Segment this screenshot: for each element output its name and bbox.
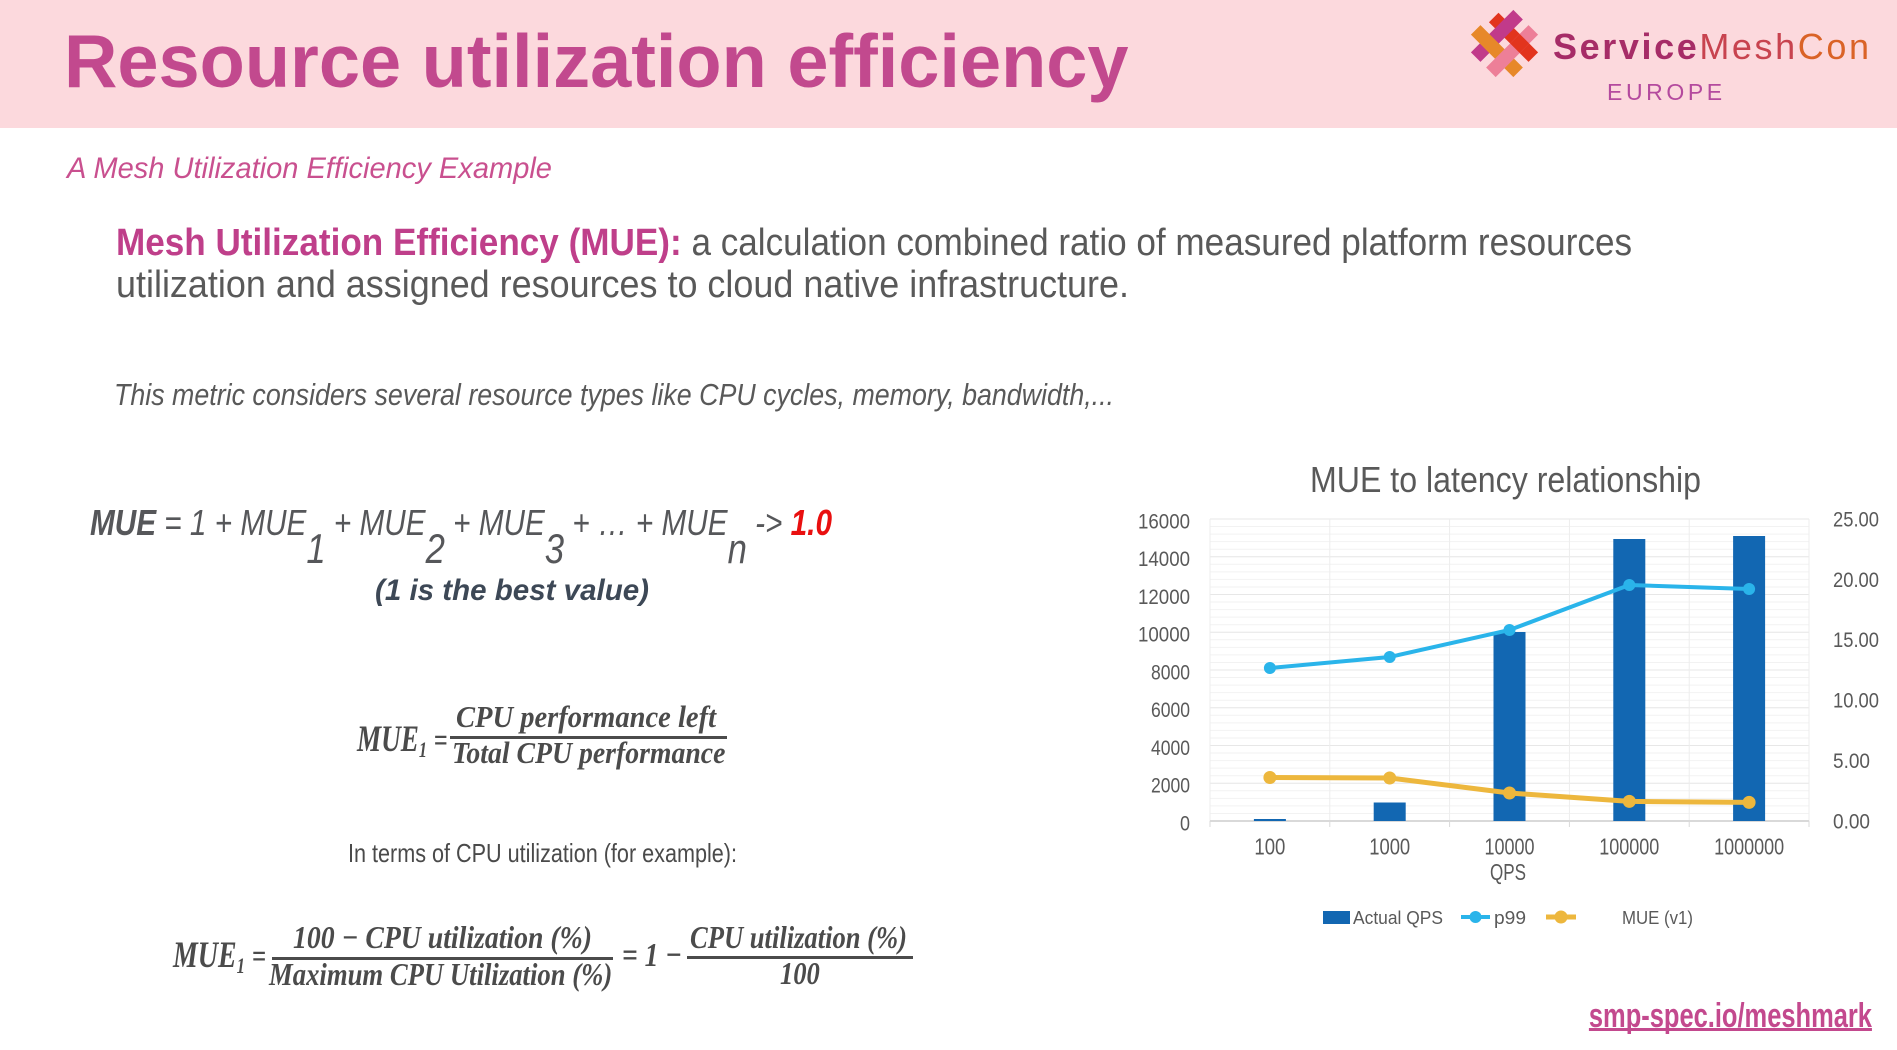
svg-text:100000: 100000 [1599, 833, 1659, 859]
svg-text:15.00: 15.00 [1833, 629, 1879, 652]
svg-text:10000: 10000 [1485, 833, 1535, 859]
svg-text:MUE (v1): MUE (v1) [1622, 908, 1693, 928]
svg-text:QPS: QPS [1490, 859, 1526, 885]
svg-text:14000: 14000 [1138, 548, 1190, 571]
svg-text:5.00: 5.00 [1833, 750, 1870, 773]
svg-text:16000: 16000 [1138, 510, 1190, 533]
svg-text:0.00: 0.00 [1833, 810, 1870, 833]
svg-text:10000: 10000 [1138, 624, 1190, 647]
svg-text:10.00: 10.00 [1833, 690, 1879, 713]
svg-text:6000: 6000 [1151, 699, 1190, 722]
svg-text:20.00: 20.00 [1833, 569, 1879, 592]
svg-text:2000: 2000 [1151, 775, 1190, 798]
svg-text:100: 100 [1254, 833, 1285, 859]
svg-text:Actual QPS: Actual QPS [1353, 908, 1443, 928]
svg-text:0: 0 [1180, 812, 1190, 835]
svg-text:4000: 4000 [1151, 737, 1190, 760]
svg-text:12000: 12000 [1138, 586, 1190, 609]
svg-text:MUE to latency relationship: MUE to latency relationship [1310, 459, 1701, 500]
svg-text:25.00: 25.00 [1833, 508, 1879, 531]
svg-text:8000: 8000 [1151, 661, 1190, 684]
svg-text:1000000: 1000000 [1714, 833, 1784, 859]
svg-text:1000: 1000 [1369, 833, 1410, 859]
svg-text:p99: p99 [1494, 908, 1526, 928]
